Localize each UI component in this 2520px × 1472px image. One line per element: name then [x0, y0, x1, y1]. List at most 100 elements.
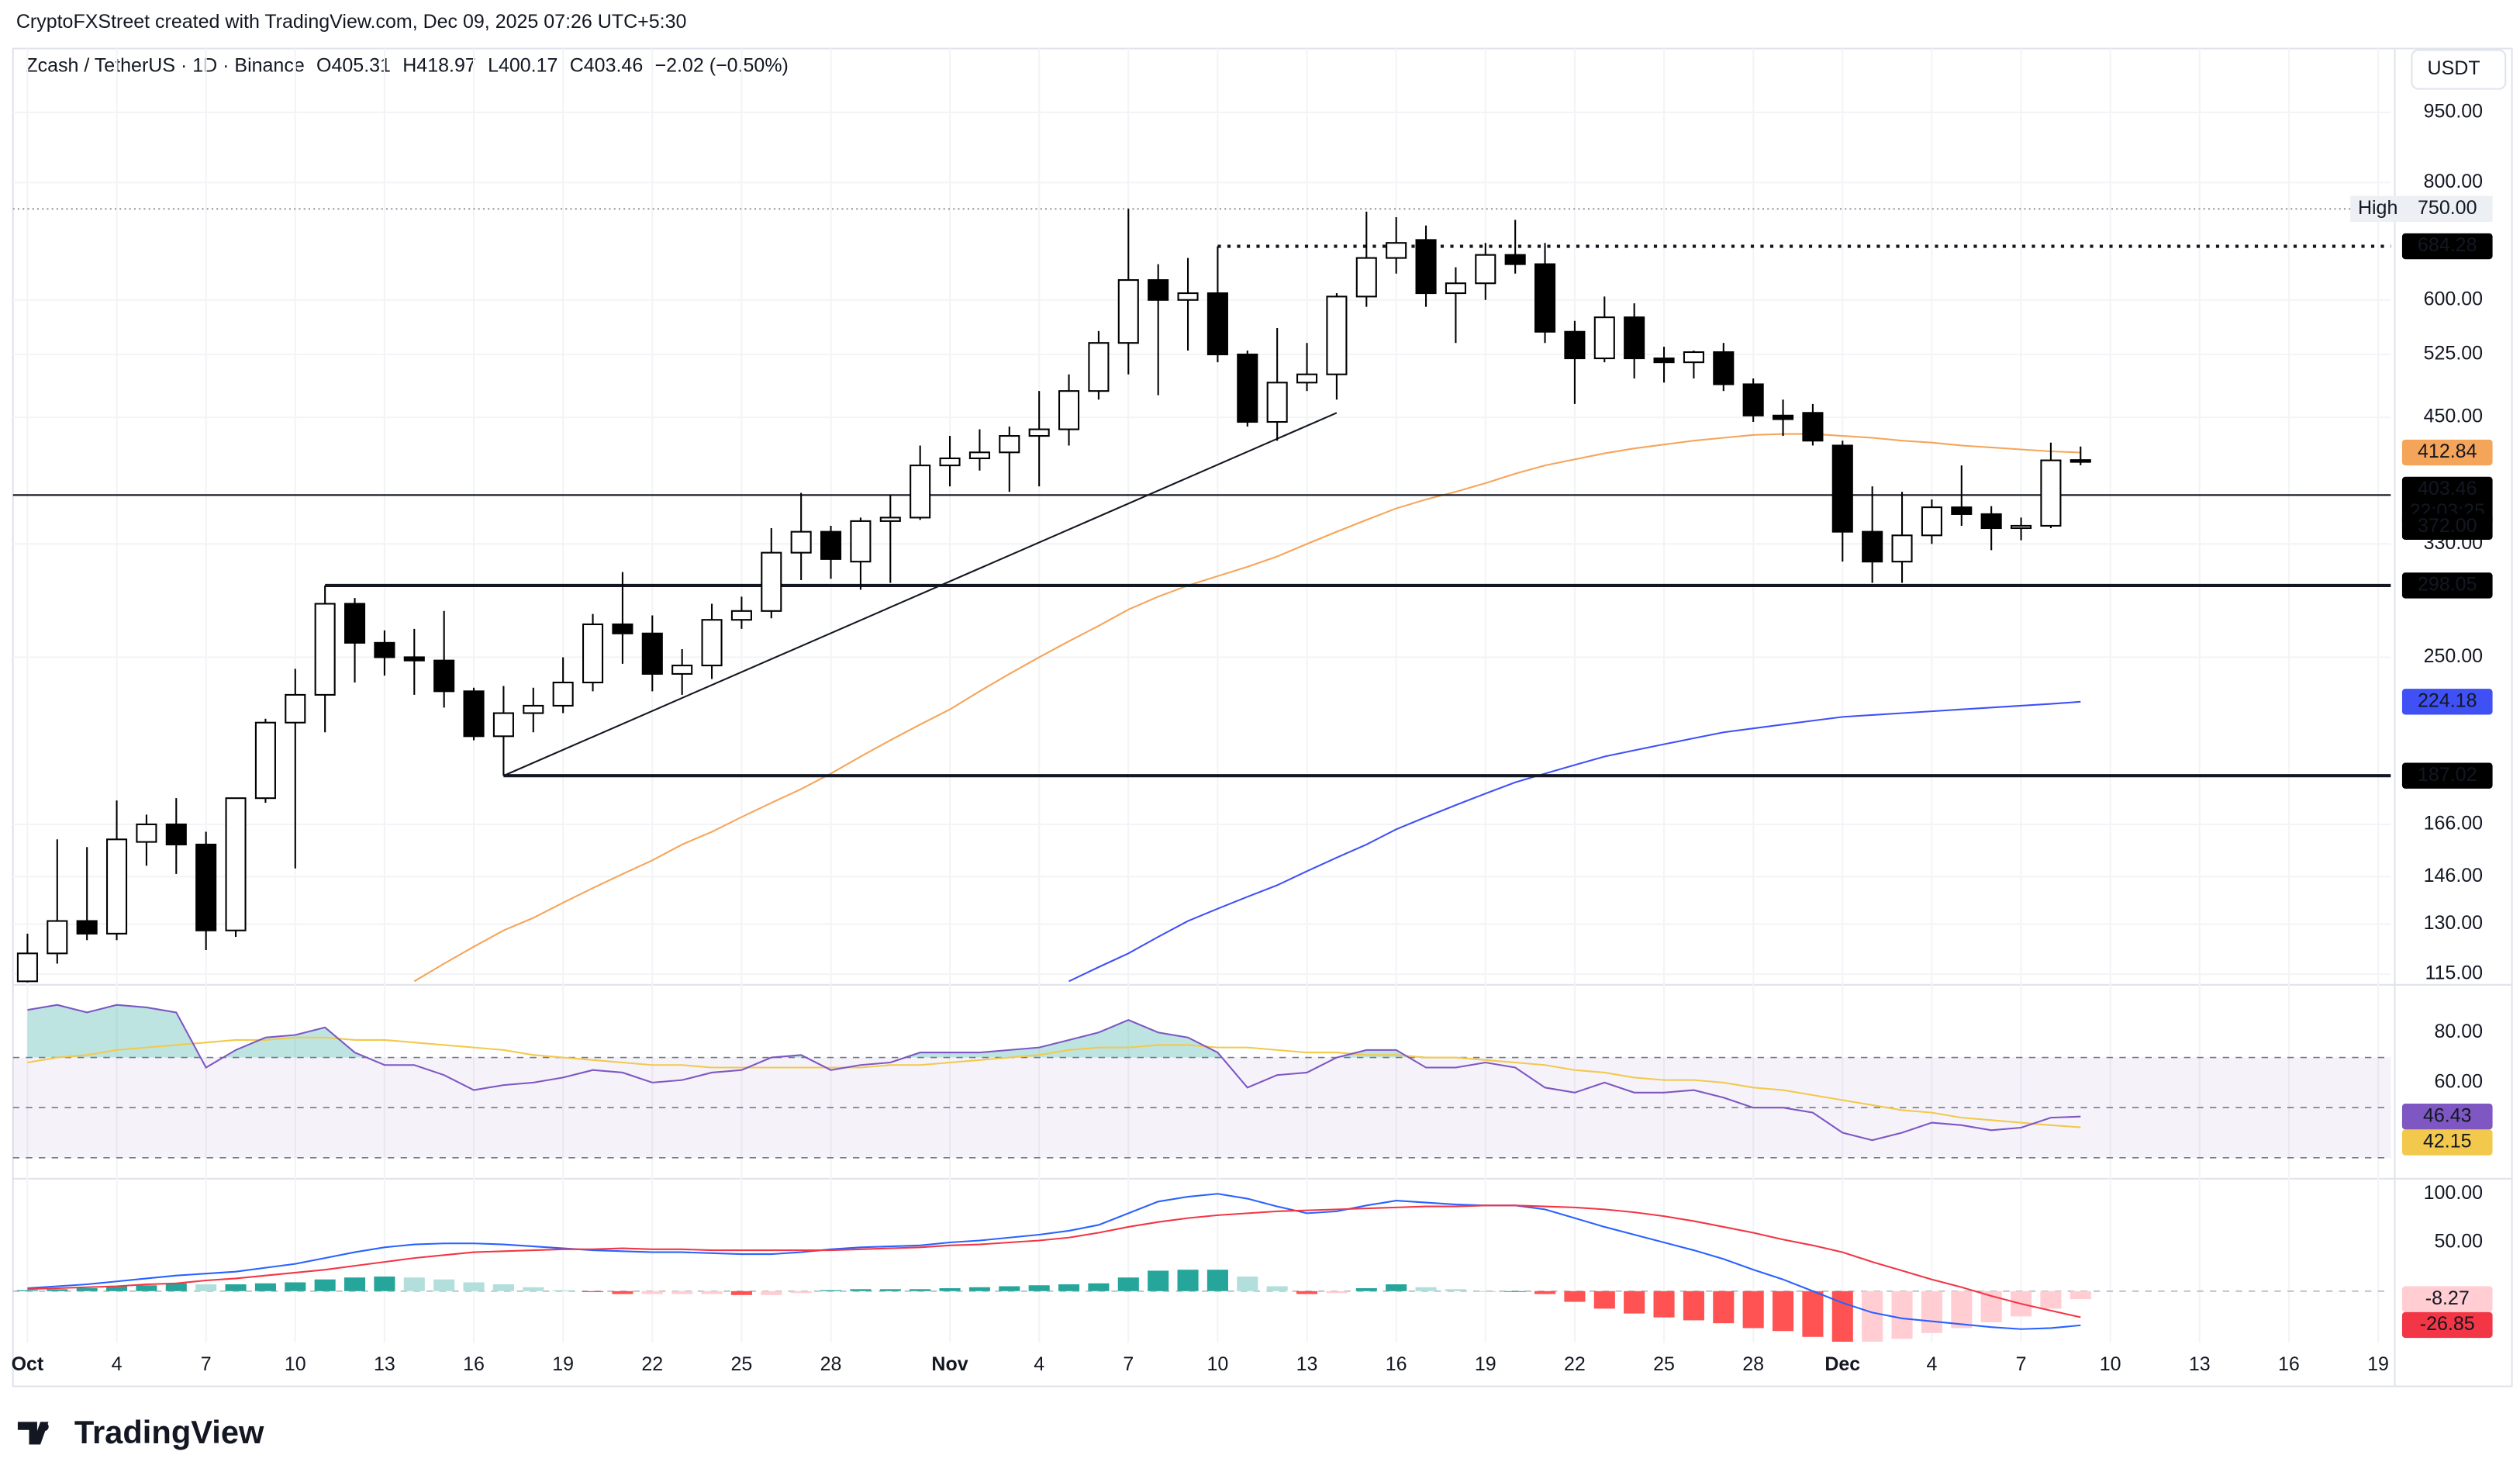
candle-body [910, 465, 931, 519]
histogram-bar [492, 1284, 514, 1291]
candle-body [1980, 513, 2002, 530]
histogram-bar [1386, 1284, 1407, 1291]
histogram-bar [1862, 1291, 1883, 1342]
candle-body [1534, 263, 1556, 333]
candle-body [1177, 292, 1199, 301]
histogram-bar [1742, 1291, 1764, 1329]
level-badge-bg [2401, 762, 2493, 789]
candle-body [1951, 506, 1973, 515]
histogram-bar [1266, 1286, 1288, 1291]
candle-body [47, 920, 68, 955]
histogram-bar [1415, 1287, 1437, 1291]
x-tick-label: Dec [1824, 1353, 1860, 1375]
level-badge-bg [2401, 233, 2493, 260]
y-tick-label: 115.00 [2425, 962, 2483, 984]
level-badge-bg [2401, 572, 2493, 599]
brand-logo: TradingView [17, 1414, 264, 1450]
histogram-bar [1653, 1291, 1675, 1318]
candle-body [1921, 506, 1942, 537]
x-tick-label: 16 [2278, 1353, 2300, 1375]
histogram-bar [1088, 1283, 1110, 1291]
candle-body [1266, 382, 1288, 423]
candle-body [1713, 351, 1735, 385]
x-tick-label: 28 [820, 1353, 842, 1375]
candle-body [1445, 282, 1466, 295]
candle-body [850, 520, 872, 563]
histogram-bar [1206, 1270, 1228, 1291]
y-tick-label: 600.00 [2424, 288, 2483, 309]
overbought-fill [27, 1004, 1410, 1058]
level-badge-bg [2401, 513, 2493, 540]
candle-body [1117, 279, 1139, 344]
signal-badge: -26.85 [2420, 1313, 2475, 1335]
histogram-bar [582, 1291, 604, 1293]
candle-body [314, 603, 336, 696]
candle-body [195, 843, 217, 931]
series-line [1068, 700, 2081, 983]
currency[interactable]: USDT [2428, 57, 2480, 79]
level-badge: 298.05 [2418, 574, 2477, 596]
histogram-bar [2040, 1291, 2062, 1309]
candle-body [1148, 279, 1169, 301]
currency-button[interactable] [2411, 49, 2507, 90]
candle-body [939, 457, 961, 467]
histogram-bar [403, 1277, 425, 1291]
histogram-bar [195, 1284, 217, 1291]
series-line [27, 1004, 2081, 1142]
panel [12, 1193, 2391, 1342]
legend-high: H418.97 [402, 54, 476, 76]
ma-badge: 412.84 [2418, 441, 2477, 462]
histogram-bar [850, 1289, 872, 1291]
trendline [503, 412, 1338, 777]
histogram-bar [1534, 1291, 1556, 1294]
candle-body [1653, 358, 1675, 364]
histogram-bar [106, 1286, 128, 1291]
candle-body [701, 619, 723, 667]
candle-body [1773, 414, 1794, 420]
y-tick-label: 950.00 [2424, 101, 2483, 123]
high-label: 750.00 [2418, 197, 2477, 219]
candle-body [2040, 459, 2062, 527]
panel [12, 111, 2391, 983]
x-tick-label: 19 [552, 1353, 574, 1375]
x-tick-label: 19 [2367, 1353, 2389, 1375]
y-tick-label: 800.00 [2424, 171, 2483, 192]
y-tick-label: 130.00 [2424, 912, 2483, 934]
histogram-bar [1951, 1291, 1973, 1329]
legend-change: −2.02 (−0.50%) [655, 54, 789, 76]
candle-body [999, 435, 1020, 454]
y-tick-label: 80.00 [2435, 1021, 2484, 1042]
legend: Zcash / TetherUS · 1D · Binance O405.31 … [26, 54, 789, 76]
histogram-bar [314, 1279, 336, 1291]
candle-body [1415, 239, 1437, 295]
histogram-bar [730, 1291, 752, 1295]
legend-close: C403.46 [570, 54, 644, 76]
indicator-badge: 42.15 [2423, 1131, 2472, 1152]
x-tick-label: Oct [12, 1353, 44, 1375]
candle-body [463, 690, 485, 738]
x-tick-label: 25 [1653, 1353, 1675, 1375]
histogram-bar [1891, 1291, 1913, 1339]
histogram-bar [1117, 1277, 1139, 1291]
histogram-bar [879, 1289, 901, 1291]
high-tag-bg [2350, 195, 2408, 222]
signal-badge-bg [2401, 1311, 2493, 1339]
histogram-bar [165, 1283, 187, 1291]
candle-body [285, 693, 306, 724]
candle-body [343, 603, 366, 644]
frame [12, 47, 2513, 1387]
histogram-bar [285, 1282, 306, 1291]
x-tick-label: 10 [2100, 1353, 2121, 1375]
candle-body [2070, 459, 2091, 463]
candle-body [1504, 254, 1526, 265]
x-tick-label: Nov [931, 1353, 968, 1375]
histogram-bar [1802, 1291, 1824, 1337]
indicator-badge-bg [2401, 1104, 2493, 1130]
y-tick-label: 250.00 [2424, 645, 2483, 667]
histogram-bar [1593, 1291, 1615, 1309]
histogram-badge: -8.27 [2425, 1287, 2470, 1309]
histogram-bar [1148, 1270, 1169, 1291]
histogram-bar [1326, 1291, 1348, 1294]
